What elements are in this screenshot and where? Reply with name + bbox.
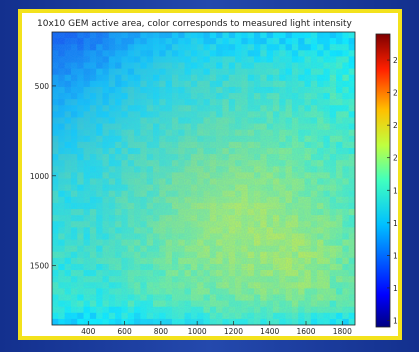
x-tick-label: 1600 — [296, 327, 315, 336]
colorbar-tick-label: 220 — [393, 89, 398, 98]
heatmap-noise — [52, 32, 355, 325]
colorbar-tick-label: 160 — [393, 284, 398, 293]
x-tick-label: 1000 — [188, 327, 207, 336]
chart-title: 10x10 GEM active area, color corresponds… — [37, 19, 353, 29]
plot-area: 400 600 800 1000 1200 1400 1600 1800 500 1000 150… — [30, 31, 356, 336]
colorbar-tick-label: 170 — [393, 251, 398, 260]
y-axis: 500 1000 1500 — [30, 82, 56, 271]
x-tick-label: 1400 — [260, 327, 279, 336]
x-tick-label: 600 — [117, 327, 132, 336]
colorbar-ticks: 150 160 170 180 190 200 210 220 230 — [387, 56, 398, 325]
x-tick-label: 800 — [154, 327, 169, 336]
x-tick-label: 1800 — [333, 327, 352, 336]
colorbar-tick-label: 180 — [393, 219, 398, 228]
y-tick-label: 500 — [35, 82, 50, 91]
x-tick-label: 1200 — [224, 327, 243, 336]
colorbar-tick-label: 200 — [393, 154, 398, 163]
heatmap-figure: 10x10 GEM active area, color corresponds… — [30, 19, 398, 336]
colorbar-tick-label: 190 — [393, 186, 398, 195]
colorbar-gradient — [375, 33, 391, 328]
plot-border — [51, 31, 356, 326]
colorbar: 150 160 170 180 190 200 210 220 230 — [375, 33, 398, 328]
colorbar-tick-label: 150 — [393, 316, 398, 325]
y-tick-label: 1000 — [30, 172, 49, 181]
figure-frame: 10x10 GEM active area, color corresponds… — [18, 9, 402, 340]
colorbar-tick-label: 210 — [393, 121, 398, 130]
x-tick-label: 400 — [81, 327, 96, 336]
colorbar-tick-label: 230 — [393, 56, 398, 65]
x-axis: 400 600 800 1000 1200 1400 1600 1800 — [81, 321, 352, 336]
y-tick-label: 1500 — [30, 262, 49, 271]
